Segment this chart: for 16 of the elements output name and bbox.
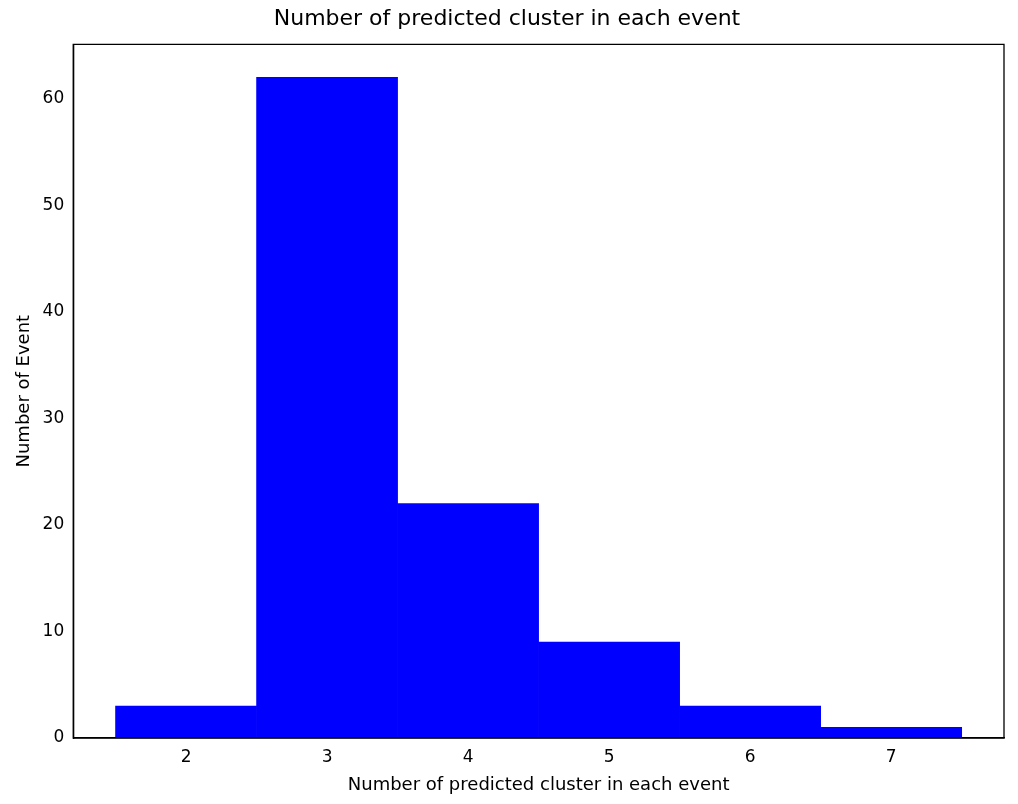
y-tick-label: 0 bbox=[53, 726, 65, 747]
chart-title: Number of predicted cluster in each event bbox=[273, 4, 741, 30]
x-axis-title: Number of predicted cluster in each event bbox=[347, 772, 730, 794]
y-tick-label: 30 bbox=[42, 406, 65, 427]
y-axis-title: Number of Event bbox=[12, 314, 34, 468]
y-tick-label: 20 bbox=[42, 513, 65, 534]
x-tick-label: 6 bbox=[744, 745, 756, 766]
x-tick-label: 5 bbox=[603, 745, 615, 766]
x-tick-label: 2 bbox=[180, 745, 192, 766]
y-tick-label: 50 bbox=[42, 193, 65, 214]
x-tick-label: 3 bbox=[321, 745, 333, 766]
y-tick-label: 10 bbox=[42, 619, 65, 640]
x-tick-label: 4 bbox=[462, 745, 474, 766]
x-tick-label: 7 bbox=[885, 745, 897, 766]
y-tick-label: 40 bbox=[42, 300, 65, 321]
y-tick-label: 60 bbox=[42, 87, 65, 108]
